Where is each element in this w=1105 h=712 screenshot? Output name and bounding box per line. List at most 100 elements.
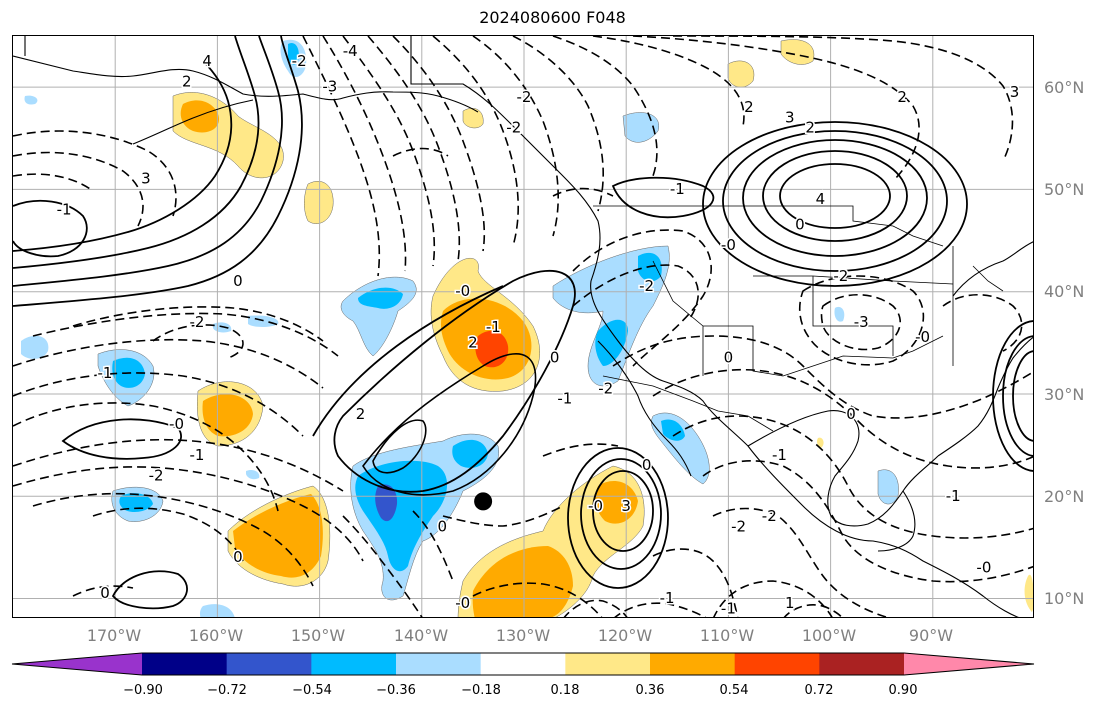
contour-label: 2 — [897, 88, 907, 106]
contour-label: -0 — [976, 558, 991, 576]
contour-label: 3 — [621, 497, 631, 515]
contour-label: -4 — [343, 42, 358, 60]
contour-label: 0 — [437, 517, 447, 535]
gridlines — [13, 36, 1033, 617]
contour-label: -1 — [57, 200, 72, 218]
map-title: 2024080600 F048 — [479, 8, 626, 27]
colorbar-extend-high — [904, 653, 1034, 675]
contour-label: -1 — [557, 390, 572, 408]
colorbar-tick-label: −0.72 — [207, 683, 247, 698]
colorbar-segment — [480, 653, 566, 675]
contour-label: -2 — [292, 52, 307, 70]
lat-label-60n: 60°N — [1044, 78, 1085, 97]
colorbar-segment — [819, 653, 905, 675]
colorbar-segment — [396, 653, 482, 675]
colorbar-tick-label: −0.54 — [292, 683, 332, 698]
colorbar-segment — [650, 653, 736, 675]
contour-label: 2 — [356, 405, 366, 423]
lon-label-90w: 90°W — [908, 626, 954, 645]
contour-label: -0 — [169, 415, 184, 433]
colorbar-segment — [226, 653, 312, 675]
colorbar-segment — [734, 653, 820, 675]
contour-label: -1 — [946, 487, 961, 505]
colorbar-extend-low — [12, 653, 142, 675]
coastlines — [13, 36, 1033, 617]
colorbar-tick-label: 0.90 — [888, 683, 918, 698]
colorbar-tick-label: 0.18 — [550, 683, 580, 698]
lon-label-130w: 130°W — [495, 626, 551, 645]
colorbar-tick-label: −0.90 — [123, 683, 163, 698]
location-marker — [474, 492, 493, 511]
contour-label: -2 — [149, 466, 164, 484]
contour-label: -1 — [772, 446, 787, 464]
contour-label: -2 — [189, 313, 204, 331]
contour-label: -0 — [455, 594, 470, 612]
colorbar-outline — [11, 652, 1035, 676]
contour-label: -2 — [833, 267, 848, 285]
contour-label: 4 — [816, 190, 826, 208]
lon-label-100w: 100°W — [801, 626, 857, 645]
contour-label: 3 — [1010, 83, 1020, 101]
map-panel: -2 4 2 -2 -4 -3 -2 3 -1 2 3 2 4 -1 0 -0 2 3 -2 -2 -3 0 -0 -0 -1 2… — [12, 35, 1034, 618]
contour-label: 4 — [202, 52, 212, 70]
contour-label: -1 — [97, 364, 112, 382]
contour-label: -0 — [915, 328, 930, 346]
contour-label: -0 — [455, 282, 470, 300]
contour-label: -2 — [731, 517, 746, 535]
lon-label-160w: 160°W — [188, 626, 244, 645]
lon-label-140w: 140°W — [393, 626, 449, 645]
contour-label: 0 — [724, 349, 734, 367]
contour-label: 3 — [785, 108, 795, 126]
colorbar-segment — [142, 653, 228, 675]
lat-label-50n: 50°N — [1044, 180, 1085, 199]
contour-label: 0 — [100, 584, 110, 602]
contour-label: 1 — [785, 594, 795, 612]
contour-label: 2 — [744, 98, 754, 116]
lat-label-30n: 30°N — [1044, 385, 1085, 404]
contour-label: -0 — [588, 497, 603, 515]
colorbar-tick-label: 0.72 — [804, 683, 834, 698]
lat-label-10n: 10°N — [1044, 589, 1085, 608]
lon-label-150w: 150°W — [290, 626, 346, 645]
dashed-contours — [13, 36, 1033, 617]
contour-label: -1 — [721, 599, 736, 617]
lat-label-20n: 20°N — [1044, 487, 1085, 506]
contour-label: 2 — [182, 73, 192, 91]
colorbar — [11, 652, 1035, 676]
solid-contours — [13, 36, 1033, 610]
colorbar-segment — [565, 653, 651, 675]
contour-label: -0 — [721, 236, 736, 254]
colorbar-tick-label: −0.36 — [376, 683, 416, 698]
contour-label: -1 — [189, 446, 204, 464]
political-borders — [593, 205, 1004, 432]
contour-label: 0 — [795, 216, 805, 234]
contour-label: -3 — [854, 313, 869, 331]
contour-label: -2 — [762, 507, 777, 525]
contour-label: 2 — [468, 333, 478, 351]
contour-label: 0 — [233, 272, 243, 290]
contour-label: 0 — [642, 456, 652, 474]
lon-label-170w: 170°W — [86, 626, 142, 645]
colorbar-tick-label: 0.36 — [635, 683, 665, 698]
contour-label: -2 — [598, 379, 613, 397]
contour-label: -1 — [486, 318, 501, 336]
contour-label: 0 — [233, 548, 243, 566]
contour-label: 2 — [805, 119, 815, 137]
colorbar-tick-label: −0.18 — [461, 683, 501, 698]
colorbar-tick-label: 0.54 — [719, 683, 749, 698]
contour-label: -3 — [322, 78, 337, 96]
contour-label: -2 — [639, 277, 654, 295]
contour-label: -1 — [660, 589, 675, 607]
contour-label: 0 — [846, 405, 856, 423]
lat-label-40n: 40°N — [1044, 282, 1085, 301]
lon-label-110w: 110°W — [699, 626, 755, 645]
contour-label: -2 — [517, 88, 532, 106]
contour-label: 3 — [141, 170, 151, 188]
contour-label: -1 — [670, 180, 685, 198]
colorbar-segment — [311, 653, 397, 675]
contour-label: 0 — [550, 349, 560, 367]
contour-label: -2 — [506, 119, 521, 137]
lon-label-120w: 120°W — [597, 626, 653, 645]
